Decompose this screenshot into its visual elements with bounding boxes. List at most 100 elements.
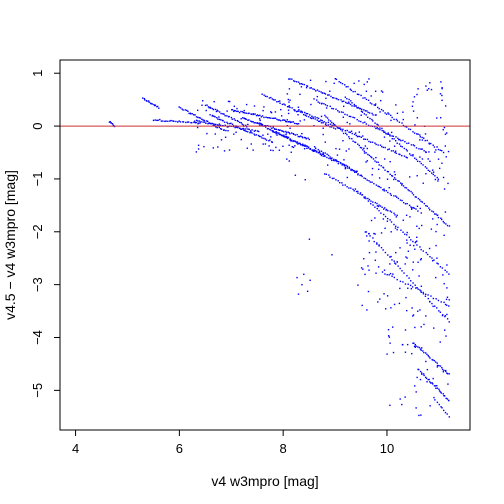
data-point	[273, 131, 275, 133]
data-point	[336, 98, 338, 100]
data-point	[386, 274, 388, 276]
data-point	[331, 121, 333, 124]
data-point	[314, 118, 316, 120]
data-point	[385, 208, 388, 211]
data-point	[193, 121, 195, 124]
data-point	[290, 132, 293, 134]
data-point	[370, 95, 372, 97]
data-point	[443, 395, 446, 397]
data-point	[348, 102, 350, 105]
data-point	[368, 251, 371, 254]
data-point	[302, 144, 304, 147]
data-point	[274, 99, 276, 101]
data-point	[283, 119, 285, 121]
data-point	[284, 119, 286, 122]
data-point	[395, 152, 397, 154]
data-point	[435, 230, 437, 233]
data-point	[313, 98, 315, 100]
data-point	[280, 115, 283, 117]
data-point	[406, 231, 408, 234]
data-point	[336, 154, 339, 156]
data-point	[426, 167, 428, 169]
data-point	[200, 121, 202, 123]
data-point	[288, 78, 290, 80]
data-point	[310, 117, 313, 120]
data-point	[357, 190, 359, 193]
data-point	[213, 124, 215, 126]
data-point	[422, 293, 425, 295]
data-point	[356, 170, 358, 172]
data-point	[144, 99, 146, 101]
data-point	[294, 110, 296, 112]
data-point	[441, 94, 443, 97]
data-point	[306, 145, 308, 147]
data-point	[298, 110, 300, 112]
data-point	[243, 129, 245, 131]
x-tick-label: 6	[176, 441, 183, 456]
data-point	[389, 219, 391, 221]
data-point	[354, 105, 356, 107]
data-point	[416, 133, 418, 135]
data-point	[389, 160, 391, 163]
data-point	[370, 200, 372, 202]
data-point	[266, 128, 269, 130]
data-point	[380, 212, 382, 214]
data-point	[431, 358, 433, 361]
data-point	[207, 106, 210, 108]
data-point	[366, 160, 369, 162]
data-point	[279, 129, 281, 131]
data-point	[112, 124, 114, 126]
data-point	[284, 136, 286, 138]
data-point	[387, 329, 390, 331]
data-point	[292, 146, 295, 149]
data-point	[378, 244, 380, 246]
data-point	[342, 105, 345, 108]
data-point	[364, 177, 367, 180]
data-point	[361, 111, 364, 113]
data-point	[417, 261, 419, 263]
data-point	[389, 210, 391, 212]
data-point	[226, 121, 228, 124]
data-point	[420, 326, 422, 328]
data-point	[388, 274, 390, 276]
data-point	[259, 119, 261, 122]
data-point	[354, 132, 357, 134]
data-point	[436, 387, 439, 389]
data-point	[402, 124, 405, 127]
data-point	[431, 210, 433, 212]
data-point	[448, 305, 450, 307]
data-point	[425, 204, 427, 207]
data-point	[408, 153, 411, 155]
data-point	[378, 107, 380, 110]
data-point	[429, 209, 431, 211]
data-point	[444, 211, 447, 213]
data-point	[297, 122, 300, 125]
data-point	[365, 231, 368, 233]
data-point	[434, 178, 437, 181]
data-point	[396, 142, 398, 144]
data-point	[434, 305, 436, 307]
data-point	[305, 145, 308, 147]
data-point	[418, 227, 420, 230]
data-point	[369, 102, 372, 104]
data-point	[263, 137, 265, 140]
data-point	[277, 100, 280, 103]
data-point	[374, 142, 376, 144]
data-point	[313, 150, 316, 152]
data-point	[291, 146, 293, 148]
data-point	[288, 131, 290, 134]
data-point	[400, 229, 402, 231]
data-point	[213, 115, 215, 117]
data-point	[406, 275, 408, 277]
data-point	[395, 118, 398, 121]
data-point	[334, 159, 336, 162]
data-point	[220, 128, 223, 130]
data-point	[236, 119, 238, 122]
data-point	[213, 123, 215, 125]
data-point	[415, 345, 417, 347]
data-point	[204, 121, 206, 123]
data-point	[393, 260, 395, 262]
data-point	[278, 132, 280, 134]
data-point	[315, 151, 318, 153]
